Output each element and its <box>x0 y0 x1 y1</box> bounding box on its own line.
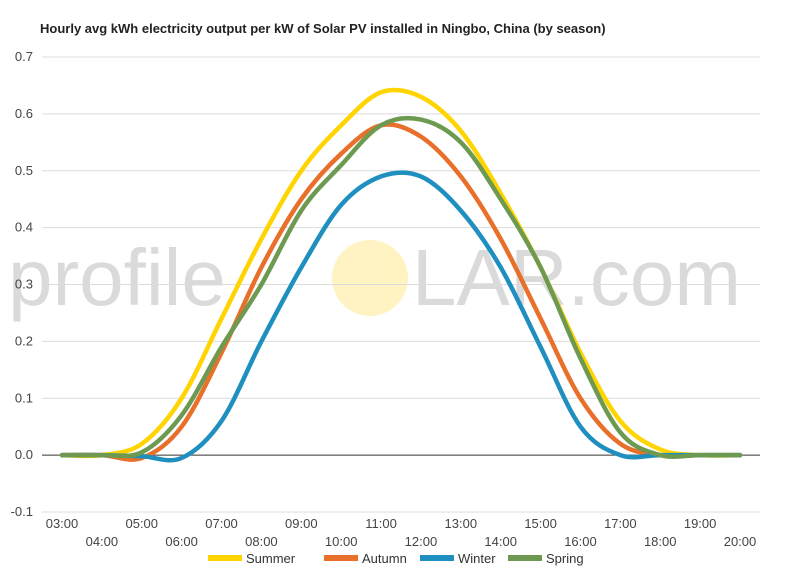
x-tick-label: 20:00 <box>724 534 757 549</box>
x-tick-label: 04:00 <box>86 534 119 549</box>
y-tick-label: 0.2 <box>15 333 33 348</box>
y-tick-label: -0.1 <box>11 504 33 519</box>
watermark-text-left: profile <box>8 233 226 322</box>
y-tick-label: 0.0 <box>15 447 33 462</box>
y-tick-label: 0.6 <box>15 106 33 121</box>
series-line-winter <box>59 170 743 463</box>
x-tick-label: 06:00 <box>165 534 198 549</box>
x-tick-label: 13:00 <box>445 516 478 531</box>
series-line-summer <box>59 87 743 459</box>
x-tick-label: 05:00 <box>125 516 158 531</box>
y-tick-label: 0.4 <box>15 220 33 235</box>
chart-title: Hourly avg kWh electricity output per kW… <box>40 21 606 36</box>
legend-item-summer: Summer <box>208 551 296 566</box>
x-tick-label: 16:00 <box>564 534 597 549</box>
x-tick-label: 18:00 <box>644 534 677 549</box>
legend-label: Spring <box>546 551 584 566</box>
x-tick-label: 19:00 <box>684 516 717 531</box>
watermark-text-right: LAR.com <box>412 233 741 322</box>
series-line-autumn <box>59 122 743 462</box>
x-tick-label: 12:00 <box>405 534 438 549</box>
legend-item-autumn: Autumn <box>324 551 407 566</box>
y-tick-label: 0.1 <box>15 390 33 405</box>
y-tick-label: 0.3 <box>15 277 33 292</box>
legend-label: Autumn <box>362 551 407 566</box>
legend-label: Summer <box>246 551 296 566</box>
gridlines <box>42 56 760 513</box>
legend-swatch <box>420 555 454 561</box>
watermark-sun-icon <box>332 240 408 316</box>
x-tick-label: 03:00 <box>46 516 79 531</box>
x-tick-label: 09:00 <box>285 516 318 531</box>
x-tick-label: 15:00 <box>524 516 557 531</box>
x-tick-label: 11:00 <box>365 516 397 531</box>
legend: Summer Autumn Winter Spring <box>208 551 584 566</box>
legend-swatch <box>208 555 242 561</box>
legend-item-winter: Winter <box>420 551 496 566</box>
legend-swatch <box>508 555 542 561</box>
series-line-spring <box>59 115 743 460</box>
x-tick-label: 08:00 <box>245 534 278 549</box>
x-tick-label: 07:00 <box>205 516 238 531</box>
profilesolar-watermark: profile LAR.com <box>8 233 741 322</box>
y-tick-label: 0.7 <box>15 49 33 64</box>
x-tick-label: 10:00 <box>325 534 358 549</box>
legend-item-spring: Spring <box>508 551 584 566</box>
y-axis-ticks: -0.1 0.0 0.1 0.2 0.3 0.4 0.5 0.6 0.7 <box>11 49 33 519</box>
legend-label: Winter <box>458 551 496 566</box>
series-lines <box>59 87 743 463</box>
x-tick-label: 17:00 <box>604 516 637 531</box>
y-tick-label: 0.5 <box>15 163 33 178</box>
x-tick-label: 14:00 <box>484 534 517 549</box>
legend-swatch <box>324 555 358 561</box>
x-axis-ticks: 03:00 04:00 05:00 06:00 07:00 08:00 09:00 10:00… <box>46 516 757 549</box>
